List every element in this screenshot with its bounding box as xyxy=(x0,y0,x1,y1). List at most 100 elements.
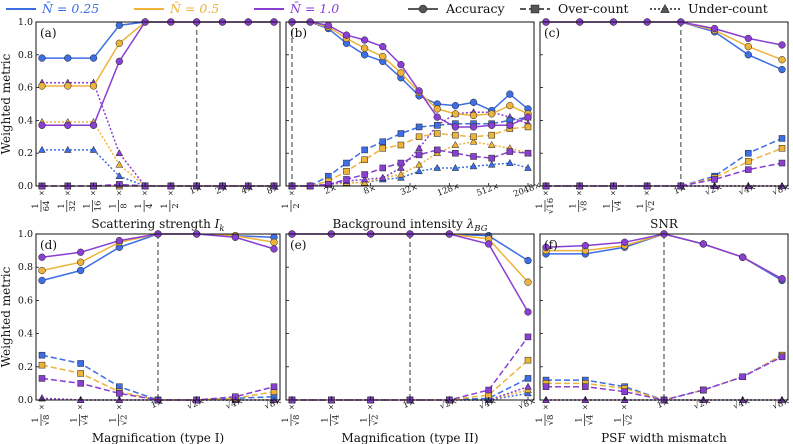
tick-denominator: √8 xyxy=(42,415,52,426)
overcount-point-n10 xyxy=(524,149,532,157)
accuracy-point-n025 xyxy=(115,21,123,29)
undercount-point-n05 xyxy=(415,160,423,168)
accuracy-point-n05 xyxy=(64,82,72,90)
legend-triangle-marker xyxy=(660,3,670,13)
svg-text:×: × xyxy=(141,190,149,196)
accuracy-point-n10 xyxy=(488,121,496,129)
legend-entry-accuracy: Accuracy xyxy=(408,1,506,16)
accuracy-line-n025 xyxy=(546,233,783,282)
overcount-point-n025 xyxy=(778,135,786,142)
tick-numerator: 1 xyxy=(281,417,291,422)
panel-c: (c)1 √16×1 √8×1 √4×1 √2× 1× √2× √4× √8×SNR xyxy=(535,18,791,231)
tick-denominator: 64 xyxy=(42,201,52,212)
overcount-point-n10 xyxy=(778,353,786,361)
x-axis-label: Background intensity λBG xyxy=(332,217,487,234)
tick-text: 1× xyxy=(656,397,671,411)
overcount-point-n025 xyxy=(433,122,441,129)
undercount-point-n025 xyxy=(469,162,478,170)
x-tick-label: 1× xyxy=(673,183,688,197)
accuracy-point-n10 xyxy=(89,121,98,129)
tick-text: √8× xyxy=(771,396,791,412)
accuracy-point-n05 xyxy=(89,82,98,90)
tick-numerator: 1 xyxy=(320,417,330,422)
undercount-point-n05 xyxy=(487,140,496,148)
overcount-point-n05 xyxy=(745,158,752,165)
undercount-point-n10 xyxy=(415,144,423,152)
x-tick-label: 1× xyxy=(188,183,203,197)
accuracy-point-n10 xyxy=(77,248,85,256)
accuracy-point-n025 xyxy=(64,54,72,62)
tick-numerator: 1 xyxy=(83,203,93,208)
accuracy-point-n05 xyxy=(360,44,369,52)
tick-text: √2× xyxy=(439,396,459,412)
y-tick-label: 0.2 xyxy=(18,362,33,373)
tick-numerator: 1 xyxy=(636,203,646,208)
undercount-point-n10 xyxy=(378,173,387,181)
accuracy-point-n10 xyxy=(324,21,332,29)
x-tick-label: 1 √4 × xyxy=(320,404,341,426)
accuracy-point-n10 xyxy=(360,36,369,44)
panel-b: (b)1 2× 2× 8× 32× 128× 512× 2048×Background int… xyxy=(281,18,543,234)
overcount-point-n025 xyxy=(38,351,46,359)
accuracy-point-n025 xyxy=(506,90,514,98)
y-tick-label: 0.8 xyxy=(18,262,33,273)
accuracy-point-n05 xyxy=(38,266,46,275)
overcount-point-n10 xyxy=(379,164,387,172)
accuracy-point-n05 xyxy=(506,101,514,110)
tick-denominator: 2 xyxy=(292,203,302,208)
svg-text:×: × xyxy=(621,404,629,410)
accuracy-point-n10 xyxy=(739,253,747,261)
undercount-point-n05 xyxy=(469,137,478,145)
tick-text: 4× xyxy=(240,183,255,197)
svg-text:×: × xyxy=(327,404,335,410)
accuracy-point-n05 xyxy=(379,52,387,61)
tick-numerator: 1 xyxy=(535,417,545,422)
x-tick-label: 1 √8 × xyxy=(31,404,52,426)
tick-numerator: 1 xyxy=(108,417,118,422)
tick-text: 128× xyxy=(436,181,461,198)
accuracy-line-n025 xyxy=(41,233,275,282)
svg-text:×: × xyxy=(542,404,550,410)
overcount-point-n025 xyxy=(361,146,368,154)
tick-numerator: 1 xyxy=(31,203,41,208)
accuracy-point-n05 xyxy=(488,110,496,118)
tick-text: 512× xyxy=(475,181,500,198)
y-tick-label: 1.0 xyxy=(18,229,33,240)
accuracy-point-n05 xyxy=(397,69,405,77)
y-tick-label: 0.6 xyxy=(18,83,33,94)
panel-label: (e) xyxy=(290,238,306,252)
accuracy-point-n025 xyxy=(524,256,532,265)
legend-label: Accuracy xyxy=(445,1,506,16)
tick-text: 1× xyxy=(150,397,165,411)
tick-numerator: 1 xyxy=(31,417,41,422)
undercount-line-n10 xyxy=(42,81,274,187)
x-tick-label: 1 √16 × xyxy=(535,190,556,214)
x-tick-label: √4× xyxy=(478,396,498,412)
tick-denominator: √2 xyxy=(119,415,129,426)
accuracy-point-n10 xyxy=(433,113,441,121)
svg-text:×: × xyxy=(115,404,123,410)
tick-denominator: 2 xyxy=(171,203,181,208)
x-tick-label: 1 √4 × xyxy=(70,404,91,426)
legend: N̄ = 0.25 N̄ = 0.5 N̄ = 1.0 Accuracy Over-co… xyxy=(6,1,768,16)
overcount-point-n10 xyxy=(739,373,746,381)
undercount-point-n025 xyxy=(415,167,423,175)
x-tick-label: 8× xyxy=(266,183,281,197)
svg-text:×: × xyxy=(581,404,589,410)
accuracy-point-n10 xyxy=(778,41,786,49)
tick-numerator: 1 xyxy=(535,203,545,208)
overcount-point-n10 xyxy=(343,176,350,183)
x-tick-label: √8× xyxy=(771,396,791,412)
svg-text:×: × xyxy=(288,404,296,410)
undercount-point-n10 xyxy=(524,382,532,390)
overcount-point-n10 xyxy=(485,386,492,394)
svg-text:×: × xyxy=(609,190,617,196)
accuracy-point-n10 xyxy=(524,113,532,121)
legend-entry-n10: N̄ = 1.0 xyxy=(254,1,339,16)
accuracy-point-n025 xyxy=(744,51,752,59)
y-tick-label: 0.4 xyxy=(18,115,33,126)
tick-text: 8× xyxy=(266,183,281,197)
panel-label: (d) xyxy=(40,238,57,252)
undercount-point-n10 xyxy=(360,175,369,183)
accuracy-point-n10 xyxy=(524,308,532,316)
